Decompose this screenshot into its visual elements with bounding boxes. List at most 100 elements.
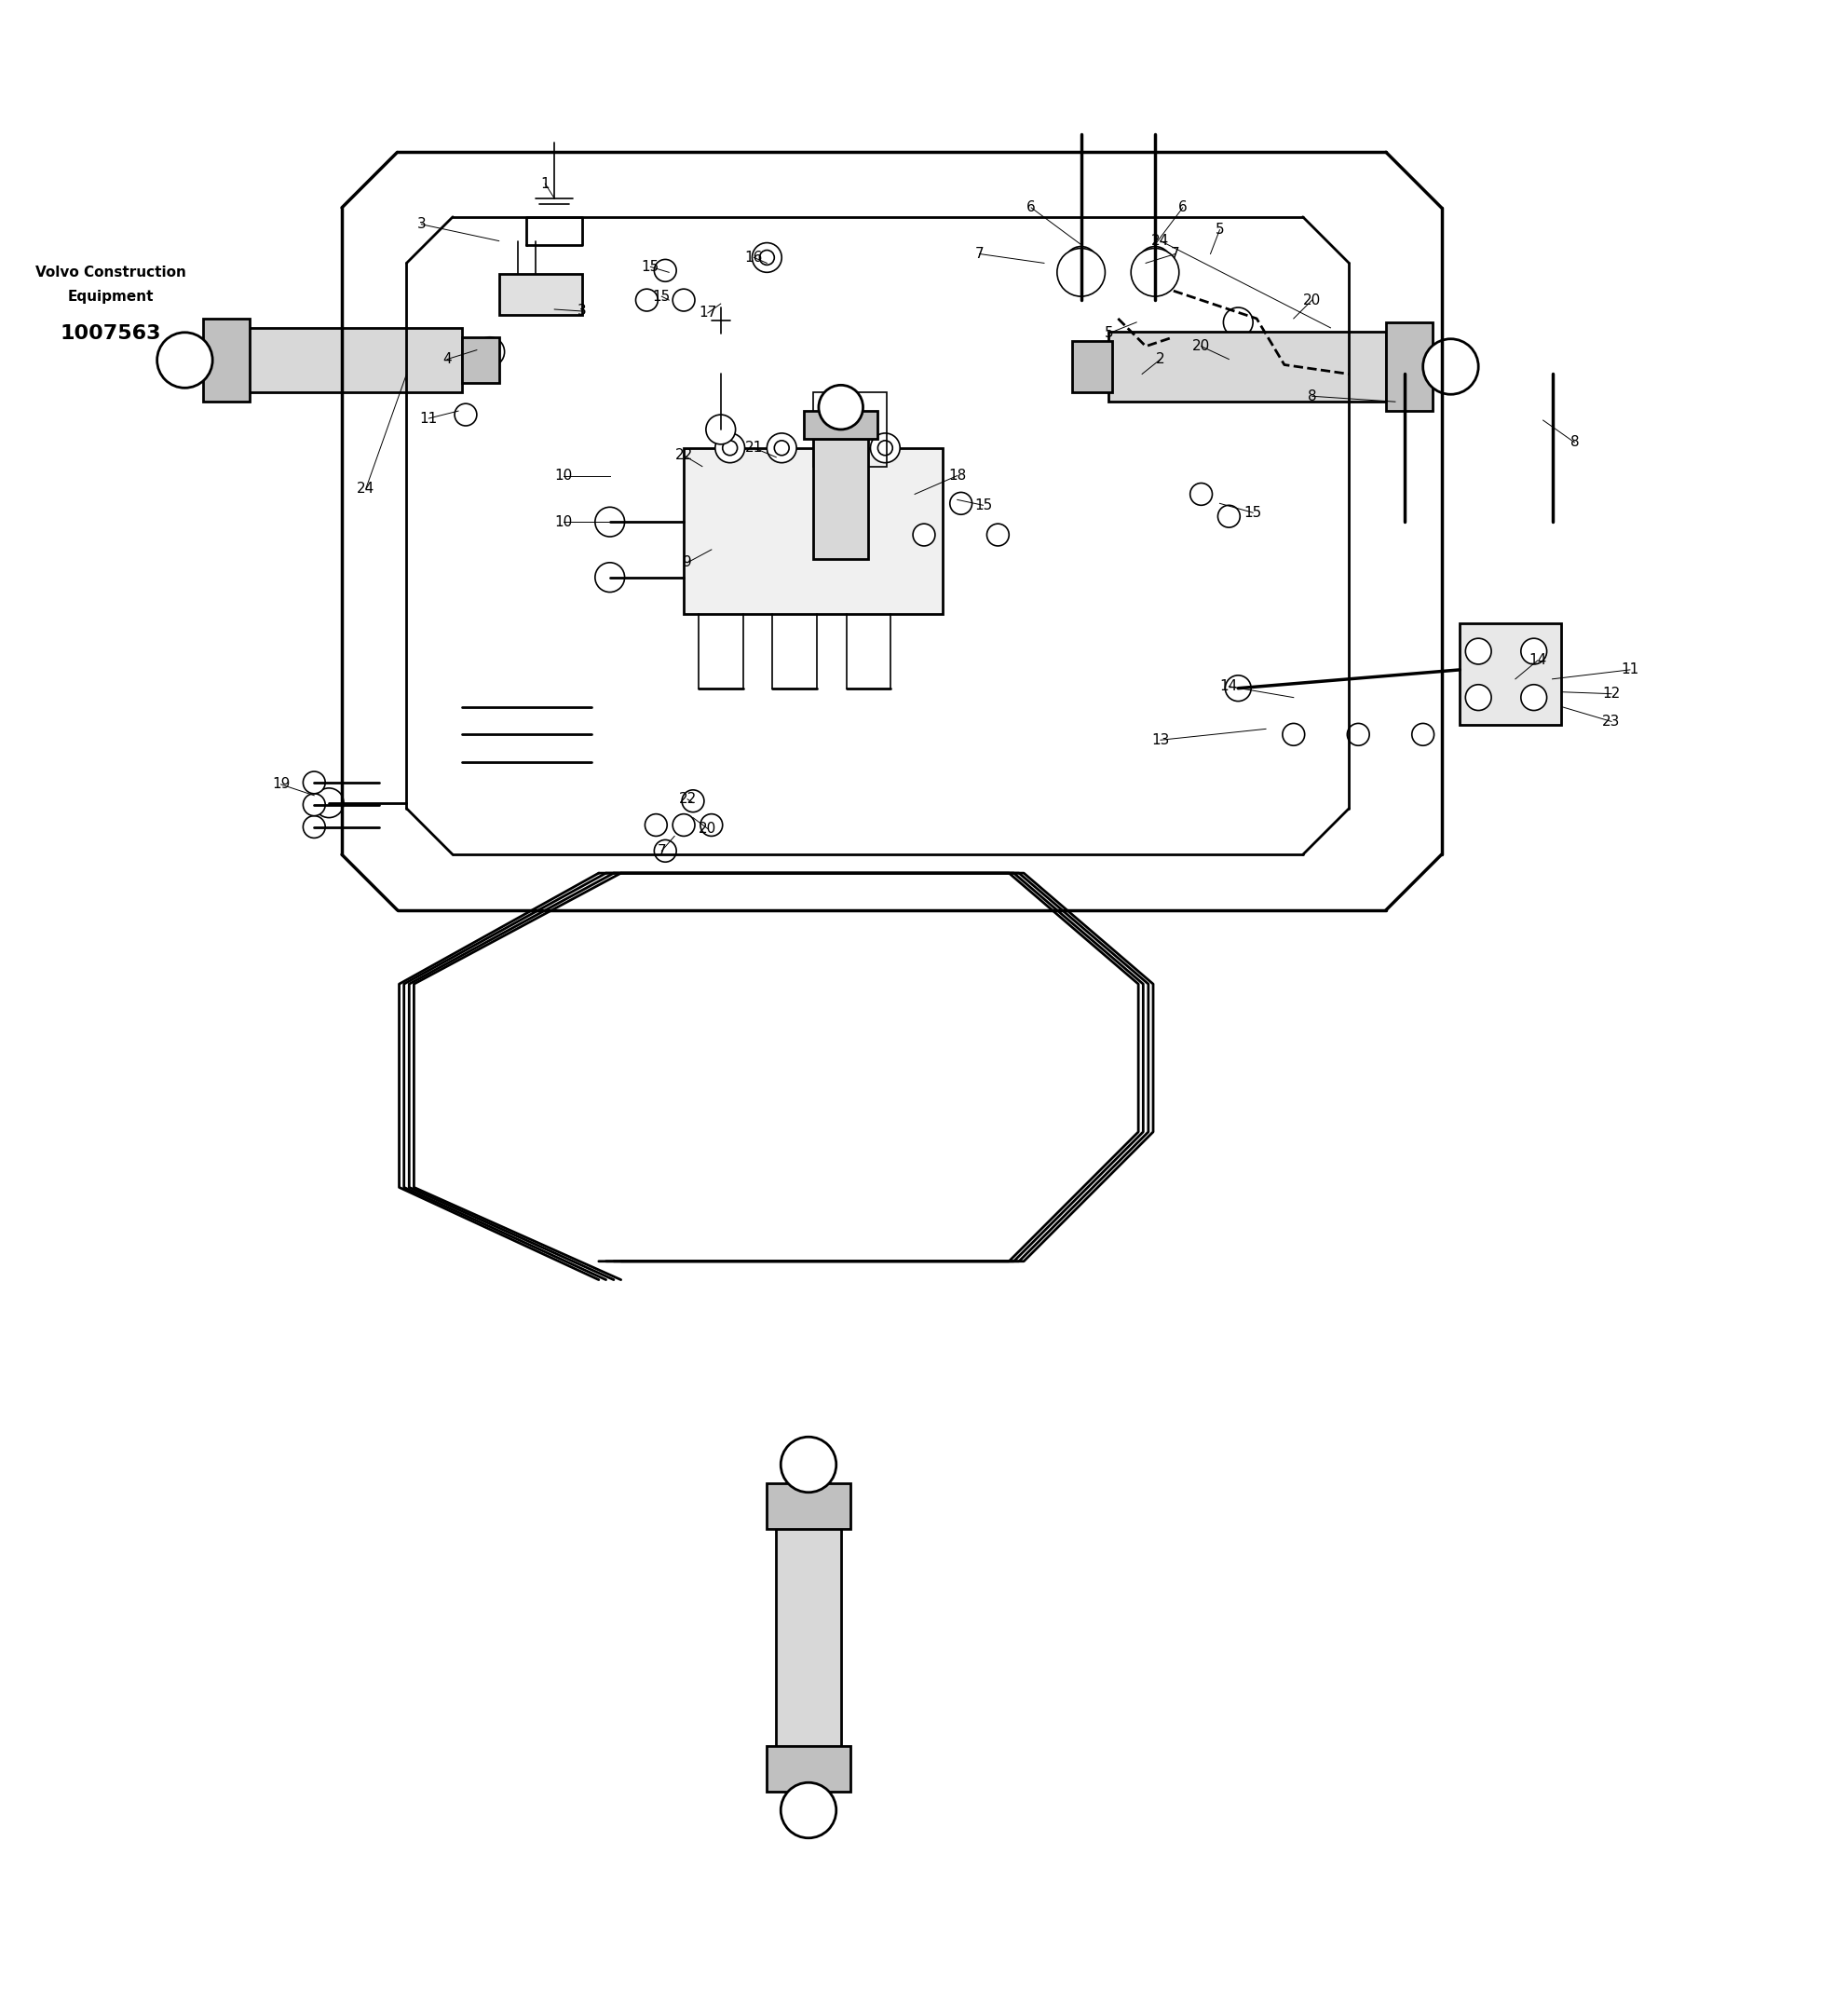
Bar — [462, 337, 499, 383]
Text: 23: 23 — [1602, 714, 1621, 728]
Circle shape — [645, 814, 667, 836]
Text: 15: 15 — [641, 261, 660, 275]
Text: 5: 5 — [1216, 223, 1223, 237]
Circle shape — [780, 1438, 835, 1492]
Text: 3: 3 — [578, 305, 586, 319]
Text: 20: 20 — [1303, 293, 1321, 307]
Text: 17: 17 — [699, 307, 717, 321]
Circle shape — [673, 814, 695, 836]
Bar — [1072, 341, 1112, 393]
Text: 7: 7 — [976, 247, 983, 261]
Text: 20: 20 — [1192, 339, 1210, 353]
Text: Volvo Construction: Volvo Construction — [35, 265, 187, 279]
Text: 3: 3 — [418, 217, 425, 231]
Text: 18: 18 — [948, 469, 967, 483]
Circle shape — [303, 816, 325, 838]
Circle shape — [595, 563, 625, 591]
Text: 21: 21 — [745, 441, 763, 455]
Circle shape — [673, 289, 695, 311]
Circle shape — [455, 403, 477, 425]
Circle shape — [987, 523, 1009, 545]
Circle shape — [1190, 483, 1212, 505]
Circle shape — [1521, 638, 1547, 664]
Text: 11: 11 — [419, 411, 438, 425]
Circle shape — [475, 337, 505, 367]
Text: 8: 8 — [1308, 389, 1316, 403]
Circle shape — [1138, 247, 1172, 281]
Circle shape — [870, 433, 900, 463]
Circle shape — [760, 251, 774, 265]
Circle shape — [819, 433, 848, 463]
Circle shape — [314, 788, 344, 818]
Text: Equipment: Equipment — [68, 289, 153, 303]
Text: 24: 24 — [1151, 235, 1170, 249]
Text: 16: 16 — [745, 251, 763, 265]
Circle shape — [595, 507, 625, 537]
Circle shape — [1290, 333, 1316, 359]
Bar — [804, 411, 878, 439]
Text: 10: 10 — [554, 515, 573, 529]
Circle shape — [1064, 247, 1098, 281]
Circle shape — [1244, 355, 1270, 381]
Circle shape — [715, 433, 745, 463]
Text: 9: 9 — [684, 555, 691, 569]
Text: 12: 12 — [1602, 688, 1621, 702]
Circle shape — [706, 415, 736, 445]
Circle shape — [1412, 724, 1434, 746]
Text: 20: 20 — [699, 822, 717, 836]
Circle shape — [723, 441, 737, 455]
Circle shape — [480, 343, 499, 361]
Bar — [240, 327, 462, 393]
Text: 10: 10 — [554, 469, 573, 483]
Text: 14: 14 — [1528, 654, 1547, 668]
Text: 1: 1 — [541, 176, 549, 190]
Circle shape — [1223, 307, 1253, 337]
Circle shape — [819, 385, 863, 429]
Circle shape — [950, 493, 972, 515]
Bar — [684, 447, 942, 614]
Circle shape — [767, 433, 796, 463]
Bar — [767, 1484, 850, 1530]
Circle shape — [1283, 724, 1305, 746]
Text: 24: 24 — [357, 481, 375, 495]
Bar — [813, 439, 869, 559]
Circle shape — [1465, 638, 1491, 664]
Circle shape — [1057, 249, 1105, 297]
Bar — [1460, 624, 1562, 726]
Circle shape — [878, 441, 893, 455]
Text: 4: 4 — [444, 353, 451, 367]
Circle shape — [1423, 339, 1478, 395]
Text: 15: 15 — [1244, 505, 1262, 519]
Circle shape — [752, 243, 782, 273]
Text: 7: 7 — [1172, 247, 1179, 261]
Circle shape — [1347, 724, 1369, 746]
Text: 8: 8 — [1571, 435, 1578, 449]
Circle shape — [682, 790, 704, 812]
Circle shape — [1225, 676, 1251, 702]
Text: 2: 2 — [1157, 353, 1164, 367]
Text: 7: 7 — [658, 844, 665, 858]
Circle shape — [303, 772, 325, 794]
Bar — [203, 319, 249, 401]
Text: 1007563: 1007563 — [61, 325, 161, 343]
Circle shape — [1521, 684, 1547, 710]
Circle shape — [1218, 505, 1240, 527]
Circle shape — [913, 523, 935, 545]
Bar — [767, 1746, 850, 1792]
Bar — [776, 1530, 841, 1750]
Circle shape — [1465, 684, 1491, 710]
Bar — [499, 275, 582, 315]
Text: 6: 6 — [1179, 201, 1186, 215]
Text: 22: 22 — [675, 449, 693, 463]
Circle shape — [654, 840, 676, 862]
Text: 19: 19 — [272, 778, 290, 792]
Text: 5: 5 — [1105, 327, 1112, 341]
Circle shape — [303, 794, 325, 816]
Circle shape — [1131, 249, 1179, 297]
Text: 15: 15 — [974, 499, 992, 511]
Circle shape — [654, 259, 676, 281]
Text: 14: 14 — [1220, 680, 1238, 694]
Circle shape — [774, 441, 789, 455]
Bar — [813, 393, 887, 467]
Circle shape — [826, 441, 841, 455]
